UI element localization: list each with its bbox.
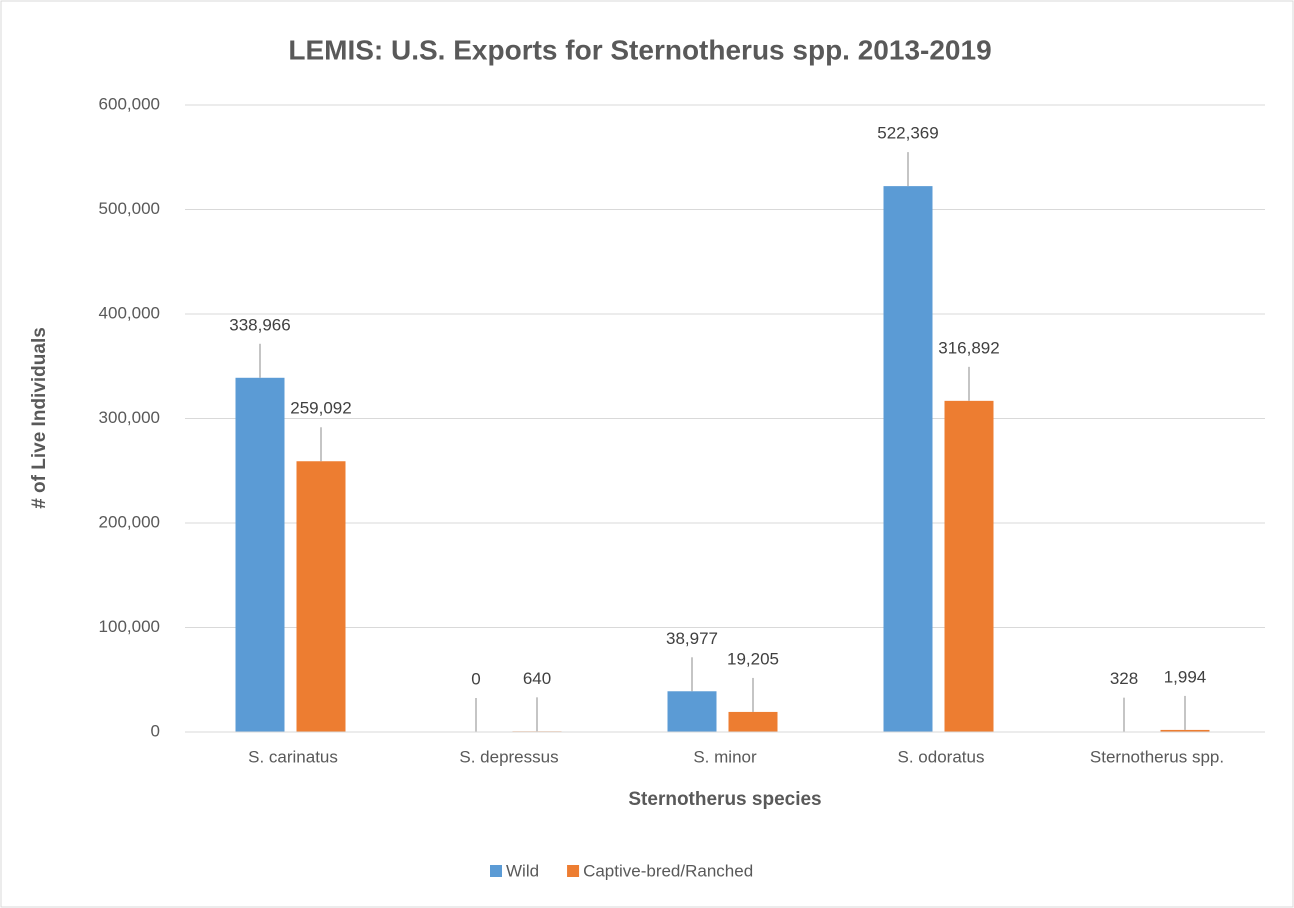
bar <box>1160 729 1210 732</box>
x-tick-label: S. minor <box>693 747 757 766</box>
data-label: 522,369 <box>877 124 938 143</box>
y-tick-label: 100,000 <box>99 617 160 636</box>
chart-title: LEMIS: U.S. Exports for Sternotherus spp… <box>288 34 991 65</box>
x-tick-label: S. carinatus <box>248 747 338 766</box>
y-tick-label: 400,000 <box>99 303 160 322</box>
bar <box>883 186 933 732</box>
data-label: 1,994 <box>1164 667 1207 686</box>
bar <box>944 400 994 732</box>
data-label: 328 <box>1110 669 1138 688</box>
y-tick-label: 600,000 <box>99 94 160 113</box>
y-tick-label: 500,000 <box>99 199 160 218</box>
x-tick-label: Sternotherus spp. <box>1090 747 1224 766</box>
legend-label: Wild <box>506 861 539 880</box>
legend-label: Captive-bred/Ranched <box>583 861 753 880</box>
x-tick-label: S. odoratus <box>898 747 985 766</box>
bar <box>667 691 717 732</box>
bar <box>235 377 285 732</box>
bar <box>296 461 346 732</box>
y-tick-label: 300,000 <box>99 408 160 427</box>
x-tick-label: S. depressus <box>459 747 558 766</box>
data-label: 316,892 <box>938 338 999 357</box>
data-label: 19,205 <box>727 649 779 668</box>
data-label: 338,966 <box>229 315 290 334</box>
data-label: 259,092 <box>290 399 351 418</box>
legend-swatch <box>567 865 580 877</box>
data-label: 38,977 <box>666 629 718 648</box>
y-axis-title: # of Live Individuals <box>29 327 50 509</box>
x-axis-title: Sternotherus species <box>628 789 821 810</box>
y-tick-label: 0 <box>151 721 160 740</box>
bar <box>728 711 778 732</box>
data-label: 0 <box>471 669 480 688</box>
y-tick-label: 200,000 <box>99 512 160 531</box>
data-label: 640 <box>523 669 551 688</box>
legend-swatch <box>490 865 502 877</box>
